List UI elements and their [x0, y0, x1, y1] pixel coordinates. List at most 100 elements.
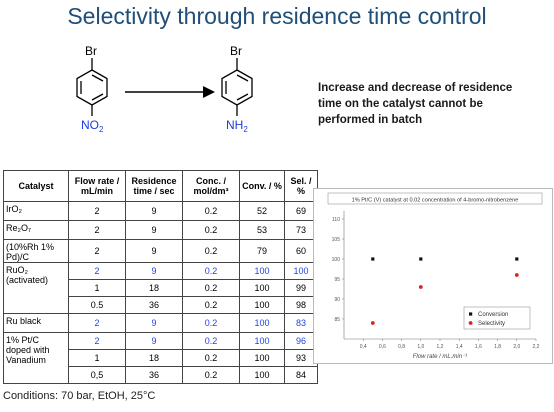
- table-cell: 2: [68, 262, 126, 280]
- table-cell: 0.2: [182, 220, 240, 240]
- conditions-text: Conditions: 70 bar, EtOH, 25°C: [3, 390, 156, 402]
- column-header: Residence time / sec: [125, 170, 183, 202]
- nitrobromobenzene-structure: [76, 58, 108, 116]
- x-tick-label: 1,0: [417, 344, 424, 350]
- right-nh2-subscript: 2: [243, 125, 248, 134]
- table-row: Ru black 2 9 0.2 100 83: [3, 313, 318, 333]
- table-row: 1% Pt/C doped with Vanadium 2 9 0.2 100 96: [3, 332, 318, 384]
- table-row: RuO₂ (activated) 2 9 0.2 100 100: [3, 262, 318, 314]
- x-tick-label: 1,2: [437, 344, 444, 350]
- table-cell: 9: [125, 313, 183, 333]
- legend-label: Selectivity: [478, 321, 505, 327]
- table-cell: 0.2: [182, 296, 240, 314]
- legend-marker-selectivity: [468, 321, 473, 325]
- legend-label: Conversion: [478, 312, 508, 318]
- table-cell: 9: [125, 220, 183, 240]
- slide-title: Selectivity through residence time contr…: [67, 3, 487, 29]
- reaction-scheme: Br NO2 Br NH2: [76, 44, 253, 134]
- table-row: Re₂O₇ 2 9 0.2 53 73: [3, 220, 318, 240]
- table-cell: 1: [68, 279, 126, 297]
- catalyst-cell: RuO₂ (activated): [3, 262, 69, 314]
- results-table: Catalyst Flow rate / mL/min Residence time…: [3, 170, 318, 384]
- table-cell: 100: [239, 366, 285, 384]
- x-tick-label: 0,4: [360, 344, 367, 350]
- table-cell: 9: [125, 239, 183, 263]
- svg-text:NH2: NH2: [226, 118, 248, 134]
- chart-title: 1% Pt/C (V) catalyst at 0.02 concentrati…: [352, 198, 519, 204]
- table-cell: 0.2: [182, 279, 240, 297]
- table-cell: 18: [125, 279, 183, 297]
- table-cell: 0,5: [68, 366, 126, 384]
- x-tick-label: 0,6: [379, 344, 386, 350]
- table-body: IrO₂ 2 9 0.2 52 69 Re₂O₇ 2 9 0.2 53 73 (10%Rh 1% Pd)…: [3, 201, 318, 384]
- table-row: (10%Rh 1% Pd)/C 2 9 0.2 79 60: [3, 239, 318, 263]
- table-row: IrO₂ 2 9 0.2 52 69: [3, 201, 318, 221]
- table-cell: 100: [239, 332, 285, 350]
- table-cell: 0.2: [182, 313, 240, 333]
- table-cell: 36: [125, 366, 183, 384]
- x-tick-label: 0,8: [398, 344, 405, 350]
- right-nh2-label: NH: [226, 118, 243, 132]
- reaction-arrow: [125, 86, 215, 98]
- table-cell: 0.2: [182, 349, 240, 367]
- table-cell: 0.2: [182, 332, 240, 350]
- conversion-point: [419, 257, 423, 261]
- left-no2-subscript: 2: [99, 125, 104, 134]
- selectivity-point: [370, 321, 375, 325]
- bromoaniline-structure: [221, 58, 253, 116]
- catalyst-cell: IrO₂: [3, 201, 69, 221]
- table-cell: 0.2: [182, 201, 240, 221]
- table-cell: 0.2: [182, 262, 240, 280]
- table-cell: 100: [239, 349, 285, 367]
- table-cell: 2: [68, 220, 126, 240]
- table-cell: 52: [239, 201, 285, 221]
- y-tick-label: 90: [334, 297, 340, 303]
- table-cell: 36: [125, 296, 183, 314]
- table-cell: 2: [68, 201, 126, 221]
- table-cell: 100: [239, 313, 285, 333]
- svg-text:NO2: NO2: [81, 118, 104, 134]
- y-tick-label: 85: [334, 317, 340, 323]
- left-no2-label: NO: [81, 118, 99, 132]
- batch-note: Increase and decrease of residence time …: [318, 82, 513, 126]
- catalyst-cell: (10%Rh 1% Pd)/C: [3, 239, 69, 263]
- table-row: 0,5 36 0.2 100 84: [4, 366, 318, 384]
- catalyst-cell: 1% Pt/C doped with Vanadium: [3, 332, 69, 384]
- column-header: Catalyst: [3, 170, 69, 202]
- x-tick-label: 2,2: [533, 344, 540, 350]
- conversion-point: [371, 257, 375, 261]
- table-cell: 9: [125, 262, 183, 280]
- table-cell: 2: [68, 239, 126, 263]
- table-cell: 53: [239, 220, 285, 240]
- table-cell: 9: [125, 332, 183, 350]
- x-tick-label: 1,4: [456, 344, 463, 350]
- table-cell: 100: [239, 279, 285, 297]
- right-br-label: Br: [230, 44, 242, 58]
- legend-box: [463, 306, 531, 330]
- table-cell: 9: [125, 201, 183, 221]
- left-br-label: Br: [85, 44, 97, 58]
- table-cell: 79: [239, 239, 285, 263]
- selectivity-point: [514, 273, 519, 277]
- x-axis-label: Flow rate / mL.min⁻¹: [413, 354, 468, 360]
- conversion-point: [515, 257, 519, 261]
- catalyst-cell: Ru black: [3, 313, 69, 333]
- table-header-row: Catalyst Flow rate / mL/min Residence time…: [3, 170, 318, 202]
- column-header: Flow rate / mL/min: [68, 170, 126, 202]
- x-tick-label: 1,6: [475, 344, 482, 350]
- selectivity-point: [418, 285, 423, 289]
- chart-panel: 1% Pt/C (V) catalyst at 0.02 concentrati…: [313, 188, 553, 364]
- column-header: Conv. / %: [239, 170, 285, 202]
- table-cell: 2: [68, 332, 126, 350]
- table-cell: 100: [239, 296, 285, 314]
- chart-title-box: [327, 192, 543, 205]
- table-cell: 60: [284, 239, 318, 263]
- table-cell: 18: [125, 349, 183, 367]
- y-tick-label: 105: [332, 237, 341, 243]
- legend-marker-conversion: [469, 312, 473, 316]
- table-cell: 0.2: [182, 239, 240, 263]
- y-tick-label: 110: [332, 217, 340, 223]
- x-tick-label: 2,0: [513, 344, 520, 350]
- table-cell: 0.5: [68, 296, 126, 314]
- table-cell: 84: [284, 366, 318, 384]
